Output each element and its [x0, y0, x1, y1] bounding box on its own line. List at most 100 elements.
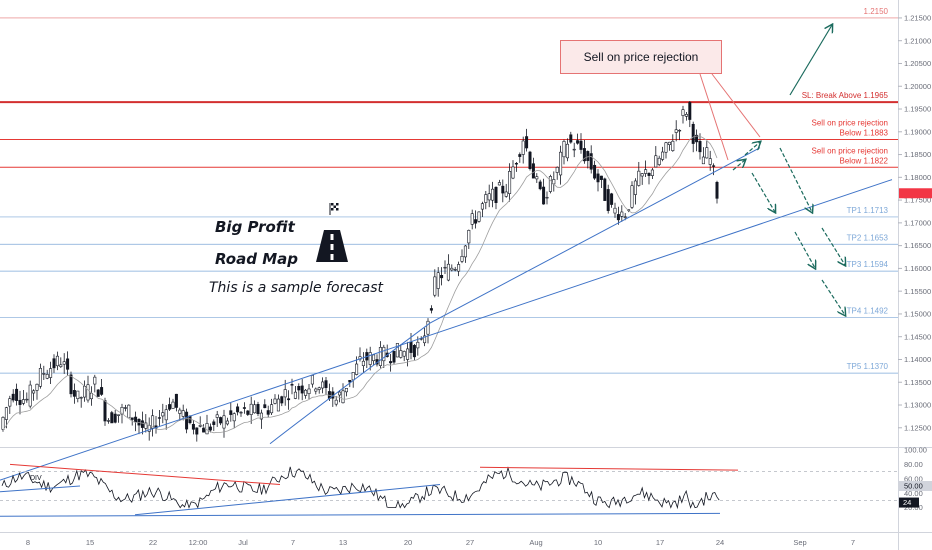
candle [348, 379, 352, 383]
candle [535, 176, 539, 180]
candle [446, 263, 450, 281]
candle [307, 388, 311, 394]
price-tick-label: 1.15500 [904, 287, 931, 296]
price-tick-label: 1.17500 [904, 196, 931, 205]
road-icon [316, 230, 348, 262]
forecast-arrow [794, 231, 815, 268]
candle [225, 420, 229, 425]
candle [470, 213, 474, 225]
price-tick-label: 1.15000 [904, 310, 931, 319]
candle [416, 341, 420, 349]
candle [460, 255, 464, 262]
candle [480, 203, 484, 210]
candle [117, 414, 121, 416]
candle [477, 211, 481, 222]
candle [576, 140, 580, 144]
candle [195, 427, 199, 435]
candle [222, 415, 226, 429]
candle [674, 129, 678, 133]
candle [304, 389, 308, 396]
candle [45, 374, 49, 379]
candle [8, 398, 12, 407]
candle [1, 417, 5, 430]
osc-resistance-red [479, 466, 739, 471]
candle [565, 143, 569, 159]
candle [467, 230, 471, 244]
candle [623, 216, 627, 218]
time-tick-label: 13 [339, 538, 347, 547]
candle [4, 407, 8, 420]
osc-support-blue [0, 485, 81, 493]
candle [273, 398, 277, 404]
time-tick-label: 8 [26, 538, 30, 547]
price-tick-label: 1.14500 [904, 332, 931, 341]
price-tick-label: 1.13500 [904, 378, 931, 387]
candle [525, 136, 529, 149]
candle [171, 401, 175, 409]
osc-tick-label: 100.00 [904, 446, 927, 455]
price-tick-label: 1.19500 [904, 105, 931, 114]
uptrend-line-long [0, 179, 893, 481]
moving-average-line [2, 135, 718, 434]
candle [341, 390, 345, 404]
candle [66, 358, 70, 370]
candle [382, 346, 386, 362]
osc-current-label: 24 [903, 498, 911, 507]
time-tick-label: 27 [466, 538, 474, 547]
candle [110, 412, 114, 424]
candle [463, 245, 467, 258]
callout-pointer [699, 73, 729, 161]
candle [494, 186, 498, 203]
flag-cell [331, 203, 334, 206]
candle [715, 181, 719, 199]
level-tp5-label: TP5 1.1370 [847, 362, 889, 371]
level-tp1-label: TP1 1.1713 [847, 206, 889, 215]
candle [249, 403, 253, 415]
price-tick-label: 1.12500 [904, 423, 931, 432]
candle [616, 214, 620, 221]
candle [21, 399, 25, 404]
candle [185, 411, 189, 430]
candle [504, 191, 508, 197]
flag-cell [336, 203, 339, 206]
candle [270, 404, 274, 414]
forecast-arrow [732, 160, 745, 171]
osc-badge-label: 50.00 [904, 482, 923, 491]
candle [93, 376, 97, 385]
forecast-arrow [789, 25, 832, 96]
candle [96, 389, 100, 397]
candle [436, 272, 440, 289]
candle [508, 171, 512, 194]
candle [49, 368, 53, 378]
candle [589, 153, 593, 170]
candle [514, 163, 518, 165]
sample-forecast-label: This is a sample forecast [209, 280, 383, 296]
candle [559, 151, 563, 176]
candle [555, 167, 559, 173]
candle [613, 207, 617, 214]
candle [242, 407, 246, 409]
candle [708, 158, 712, 165]
candle [678, 129, 682, 132]
candle [164, 409, 168, 421]
candle [657, 157, 661, 165]
candle [596, 173, 600, 183]
candle [453, 269, 457, 271]
candle [412, 345, 416, 358]
candle [705, 147, 709, 159]
price-tick-label: 1.13000 [904, 401, 931, 410]
candle [457, 264, 461, 272]
candle [531, 163, 535, 179]
candle [202, 427, 206, 433]
osc-divergence-red [9, 463, 281, 486]
candle [174, 393, 178, 408]
candle [691, 123, 695, 144]
big-profit-label: Big Profit [215, 218, 295, 236]
osc-current-bg [899, 497, 919, 508]
candle [28, 384, 32, 407]
candle [106, 420, 110, 422]
candle [593, 164, 597, 179]
time-tick-label: Aug [529, 538, 542, 547]
candle [548, 176, 552, 192]
candle [603, 178, 607, 201]
